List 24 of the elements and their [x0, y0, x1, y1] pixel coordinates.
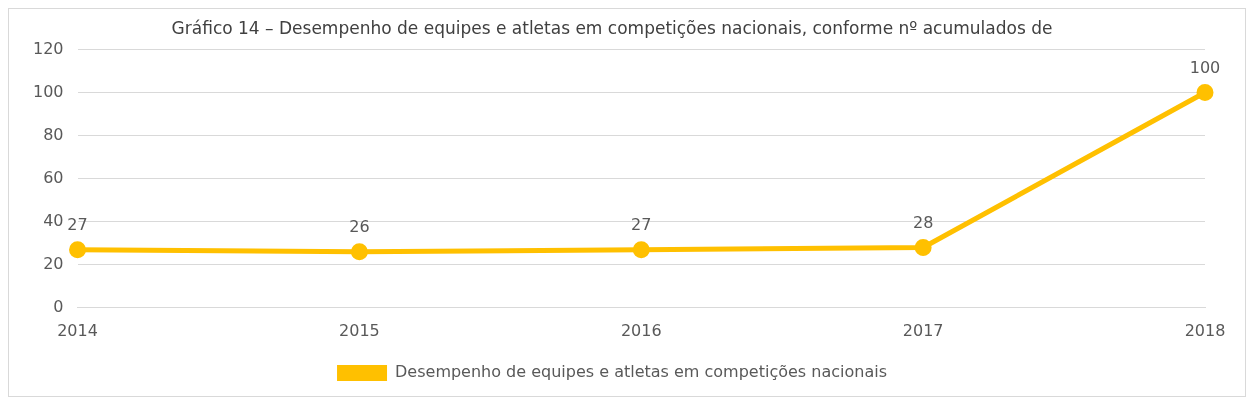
y-tick-label: 40 [43, 210, 64, 230]
point [350, 243, 368, 261]
y-tick-label: 60 [43, 167, 64, 187]
y-tick-label: 20 [43, 253, 64, 273]
point [1196, 83, 1214, 101]
y-tick-label: 80 [43, 124, 64, 144]
point [69, 241, 87, 259]
y-tick-label: 100 [32, 81, 64, 101]
data-label: 100 [1189, 57, 1221, 77]
y-tick-label: 0 [53, 296, 64, 316]
data-label: 26 [349, 216, 370, 236]
point [914, 239, 932, 257]
y-tick-label: 120 [32, 38, 64, 58]
data-label: 27 [67, 214, 88, 234]
data-label: 27 [631, 214, 652, 234]
x-tick-label: 2015 [339, 320, 380, 340]
point [632, 241, 650, 259]
x-tick-label: 2014 [57, 320, 98, 340]
x-tick-label: 2016 [620, 320, 662, 340]
x-tick-label: 2017 [902, 320, 944, 340]
x-tick-label: 2018 [1184, 320, 1226, 340]
data-label: 28 [912, 212, 934, 232]
chart-title: Gráfico 14 – Desempenho de equipes e atletas em competições nacionais, conforme nº acumulados de [171, 17, 1053, 38]
legend-label: Desempenho de equipes e atletas em competições nacionais [395, 362, 887, 382]
